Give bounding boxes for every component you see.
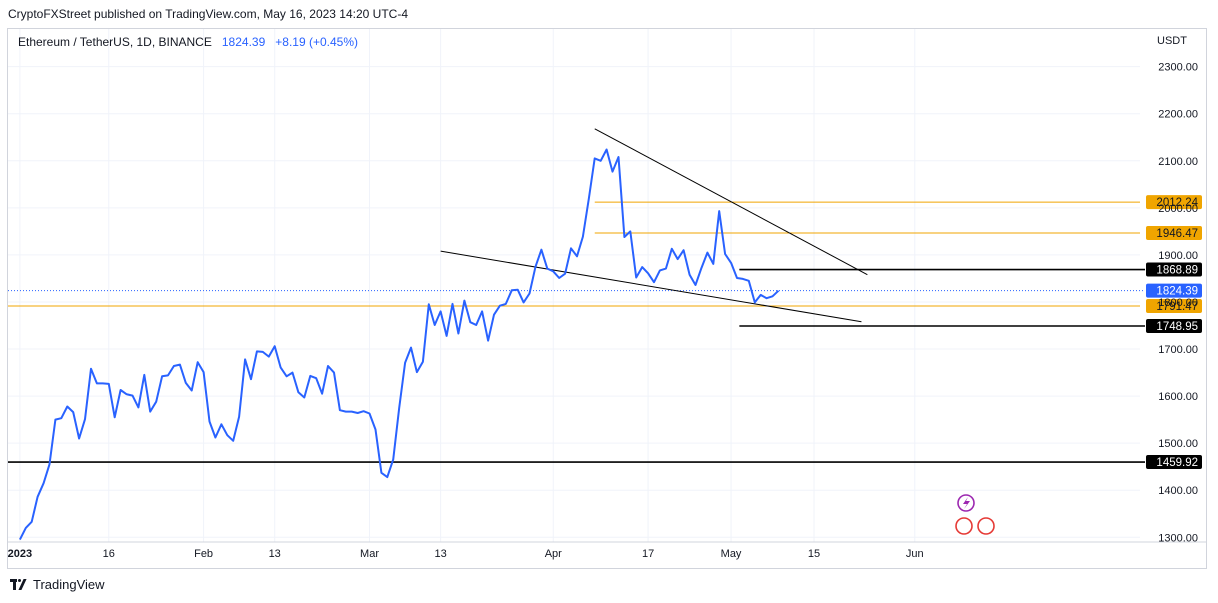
grid [8, 29, 1140, 542]
brand-name: TradingView [33, 577, 105, 592]
time-axis: 2023 16 Feb 13 Mar 13 Apr 17 May 15 Jun [8, 541, 1206, 560]
time-tick-label: 15 [808, 548, 820, 560]
time-tick-label: 13 [435, 548, 447, 560]
price-level-badge [1146, 455, 1202, 470]
price-tick-label: 1300.00 [1158, 532, 1198, 544]
price-tick-label: 1500.00 [1158, 438, 1198, 450]
price-level-label: 1946.47 [1156, 228, 1198, 240]
price-level-badge [1146, 262, 1202, 277]
price-tick-label: 2000.00 [1158, 203, 1198, 215]
last-price: 1824.39 [221, 35, 266, 49]
price-level-badge [1146, 298, 1202, 313]
chart-frame [7, 28, 1207, 569]
price-tick-label: 2200.00 [1158, 109, 1198, 121]
price-tick-label: 1600.00 [1158, 391, 1198, 403]
time-tick-label: Apr [545, 548, 562, 560]
price-level-label: 1791.47 [1156, 301, 1198, 313]
published-caption: CryptoFXStreet published on TradingView.… [8, 7, 408, 21]
symbol-name[interactable]: Ethereum / TetherUS, 1D, BINANCE [18, 35, 212, 49]
time-tick-label: May [721, 548, 742, 560]
price-level-badge [1146, 226, 1202, 241]
price-level-badge [1146, 195, 1202, 210]
price-line [19, 148, 780, 541]
tradingview-logo-icon [10, 578, 28, 591]
price-level-label: 2012.24 [1156, 197, 1198, 209]
symbol-legend: Ethereum / TetherUS, 1D, BINANCE 1824.39… [18, 35, 358, 49]
time-tick-label: 16 [103, 548, 115, 560]
us-flag-event-icon[interactable] [977, 517, 995, 535]
price-axis: 2300.00 2200.00 2100.00 2000.00 1900.00 1800.… [1158, 62, 1198, 545]
price-level-label: 1748.95 [1156, 321, 1198, 333]
time-tick-label: 13 [269, 548, 281, 560]
price-tick-label: 1700.00 [1158, 344, 1198, 356]
event-markers [955, 494, 995, 535]
price-level-label: 1868.89 [1156, 265, 1198, 277]
time-tick-label: 17 [642, 548, 654, 560]
price-tick-label: 2100.00 [1158, 156, 1198, 168]
us-flag-event-icon[interactable] [955, 517, 973, 535]
time-tick-label: Feb [194, 548, 213, 560]
last-price-label: 1824.39 [1156, 286, 1198, 298]
last-price-badge [1146, 283, 1202, 298]
price-tick-label: 1900.00 [1158, 250, 1198, 262]
trendlines [440, 128, 868, 323]
trendline [594, 128, 868, 276]
lightning-icon [963, 497, 970, 509]
price-tick-label: 1800.00 [1158, 297, 1198, 309]
price-tick-label: 2300.00 [1158, 62, 1198, 74]
price-level-badge [1146, 318, 1202, 333]
time-tick-label: Jun [906, 548, 924, 560]
price-level-label: 1459.92 [1156, 457, 1198, 469]
time-tick-label: Mar [360, 548, 379, 560]
price-change: +8.19 (+0.45%) [275, 35, 359, 49]
price-tick-label: 1400.00 [1158, 485, 1198, 497]
trendline [440, 250, 862, 323]
currency-label: USDT [1157, 35, 1187, 47]
footer-brand[interactable]: TradingView [10, 577, 105, 592]
horizontal-levels: 2012.24 1946.47 1868.89 1791.47 1748.95 1459.… [8, 195, 1202, 470]
time-tick-label: 2023 [8, 548, 32, 560]
